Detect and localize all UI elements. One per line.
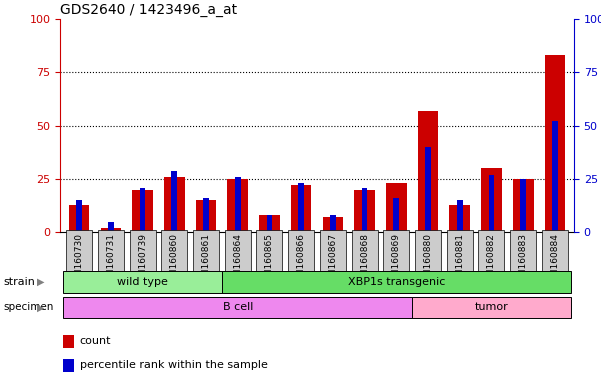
Bar <box>355 190 375 232</box>
Bar <box>457 200 463 232</box>
FancyBboxPatch shape <box>98 230 124 290</box>
FancyBboxPatch shape <box>257 230 282 290</box>
Bar <box>545 55 565 232</box>
Bar <box>227 179 248 232</box>
FancyBboxPatch shape <box>478 230 504 290</box>
Bar <box>222 271 571 293</box>
Bar <box>100 228 121 232</box>
Bar <box>259 215 279 232</box>
Bar <box>412 296 571 318</box>
FancyBboxPatch shape <box>225 230 251 290</box>
Bar <box>489 175 495 232</box>
Text: XBP1s transgenic: XBP1s transgenic <box>347 276 445 287</box>
Text: percentile rank within the sample: percentile rank within the sample <box>79 360 267 370</box>
Text: GSM160731: GSM160731 <box>106 233 115 288</box>
Bar <box>108 222 114 232</box>
Text: GSM160867: GSM160867 <box>328 233 337 288</box>
FancyBboxPatch shape <box>320 230 346 290</box>
Bar <box>425 147 431 232</box>
Bar <box>298 183 304 232</box>
Text: GSM160868: GSM160868 <box>360 233 369 288</box>
FancyBboxPatch shape <box>352 230 377 290</box>
Bar <box>203 198 209 232</box>
Bar <box>63 271 222 293</box>
Bar <box>552 121 558 232</box>
Text: ▶: ▶ <box>37 276 44 287</box>
Bar <box>196 200 216 232</box>
Bar <box>164 177 185 232</box>
Text: GSM160881: GSM160881 <box>456 233 464 288</box>
FancyBboxPatch shape <box>542 230 568 290</box>
Bar <box>267 215 272 232</box>
FancyBboxPatch shape <box>288 230 314 290</box>
Bar <box>386 183 407 232</box>
Text: GSM160730: GSM160730 <box>75 233 84 288</box>
FancyBboxPatch shape <box>447 230 473 290</box>
Text: GSM160866: GSM160866 <box>297 233 306 288</box>
FancyBboxPatch shape <box>510 230 536 290</box>
Text: GSM160883: GSM160883 <box>519 233 528 288</box>
Text: GDS2640 / 1423496_a_at: GDS2640 / 1423496_a_at <box>60 3 237 17</box>
Bar <box>481 169 502 232</box>
Bar <box>394 198 399 232</box>
FancyBboxPatch shape <box>130 230 156 290</box>
Bar <box>323 217 343 232</box>
Bar <box>362 187 367 232</box>
Text: GSM160864: GSM160864 <box>233 233 242 288</box>
Bar <box>450 205 470 232</box>
Text: tumor: tumor <box>475 302 508 313</box>
FancyBboxPatch shape <box>161 230 188 290</box>
Text: B cell: B cell <box>222 302 253 313</box>
Bar <box>63 296 412 318</box>
Bar <box>63 359 74 372</box>
Bar <box>520 179 526 232</box>
Bar <box>513 179 534 232</box>
Text: GSM160860: GSM160860 <box>170 233 178 288</box>
Bar <box>291 185 311 232</box>
Bar <box>76 200 82 232</box>
Text: GSM160882: GSM160882 <box>487 233 496 288</box>
Text: GSM160861: GSM160861 <box>201 233 210 288</box>
Text: specimen: specimen <box>3 302 53 313</box>
FancyBboxPatch shape <box>415 230 441 290</box>
Text: GSM160880: GSM160880 <box>424 233 433 288</box>
Text: GSM160869: GSM160869 <box>392 233 401 288</box>
Bar <box>418 111 438 232</box>
Text: wild type: wild type <box>117 276 168 287</box>
Bar <box>235 177 240 232</box>
Text: count: count <box>79 336 111 346</box>
Text: GSM160739: GSM160739 <box>138 233 147 288</box>
Bar <box>139 187 145 232</box>
Text: GSM160884: GSM160884 <box>551 233 560 288</box>
Bar <box>171 170 177 232</box>
Text: strain: strain <box>3 276 35 287</box>
Text: GSM160865: GSM160865 <box>265 233 274 288</box>
Bar <box>132 190 153 232</box>
Bar <box>69 205 90 232</box>
Text: ▶: ▶ <box>37 302 44 313</box>
FancyBboxPatch shape <box>383 230 409 290</box>
Bar <box>63 335 74 348</box>
Bar <box>330 215 336 232</box>
FancyBboxPatch shape <box>193 230 219 290</box>
FancyBboxPatch shape <box>66 230 92 290</box>
